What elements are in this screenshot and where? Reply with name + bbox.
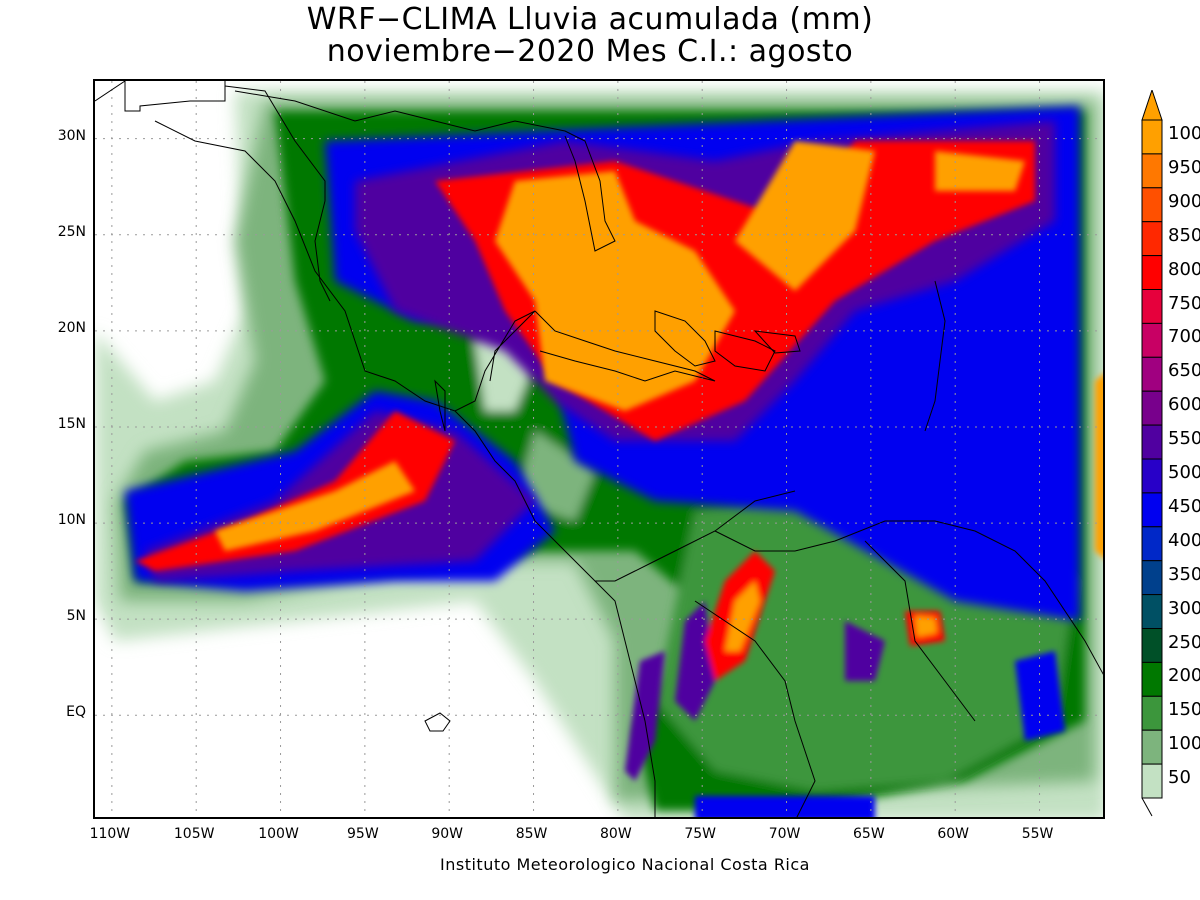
map-plot-area <box>93 79 1105 819</box>
colorbar-swatch-150 <box>1141 695 1163 731</box>
colorbar <box>1141 90 1163 817</box>
colorbar-label: 750 <box>1168 292 1200 314</box>
colorbar-label: 600 <box>1168 394 1200 416</box>
colorbar-label: 800 <box>1168 258 1200 280</box>
colorbar-swatch-1000 <box>1141 119 1163 155</box>
colorbar-label: 1000 <box>1168 123 1200 144</box>
lat-tick-label: 30N <box>57 127 86 144</box>
lon-tick-label: 85W <box>515 826 548 842</box>
colorbar-label: 100 <box>1168 733 1200 755</box>
colorbar-swatch-600 <box>1141 390 1163 426</box>
colorbar-label: 300 <box>1168 597 1200 619</box>
lat-tick-label: 10N <box>57 512 86 529</box>
colorbar-swatch-400 <box>1141 526 1163 562</box>
lon-tick-label: 75W <box>684 826 717 842</box>
colorbar-label: 550 <box>1168 428 1200 450</box>
lat-tick-label: 25N <box>57 223 86 240</box>
lon-tick-label: 95W <box>347 826 379 842</box>
colorbar-swatch-800 <box>1141 255 1163 291</box>
lat-tick-label: 20N <box>57 319 86 336</box>
lon-tick-label: 90W <box>431 826 464 842</box>
colorbar-swatch-200 <box>1141 661 1163 697</box>
colorbar-swatch-750 <box>1141 289 1163 324</box>
lon-tick-label: 65W <box>853 826 885 842</box>
colorbar-label: 50 <box>1168 767 1191 789</box>
colorbar-label: 450 <box>1168 495 1200 517</box>
lat-tick-label: EQ <box>66 704 86 721</box>
colorbar-swatch-50 <box>1141 763 1163 799</box>
andes-rainbands <box>625 551 1065 817</box>
colorbar-label: 250 <box>1168 631 1200 653</box>
credit-text: Instituto Meteorologico Nacional Costa R… <box>440 855 810 874</box>
lon-tick-label: 55W <box>1021 826 1054 842</box>
precipitation-map <box>95 81 1103 817</box>
colorbar-label: 900 <box>1168 190 1200 212</box>
lon-tick-label: 80W <box>600 826 632 842</box>
colorbar-label: 950 <box>1168 156 1200 178</box>
lon-tick-label: 110W <box>89 826 131 842</box>
map-subtitle: noviembre−2020 Mes C.I.: agosto <box>326 34 854 69</box>
lon-tick-label: 105W <box>173 826 215 842</box>
colorbar-swatch-550 <box>1141 424 1163 460</box>
colorbar-swatch-250 <box>1141 628 1163 663</box>
colorbar-swatch-350 <box>1141 560 1163 596</box>
colorbar-underflow-tail <box>1141 797 1153 817</box>
colorbar-swatch-650 <box>1141 356 1163 392</box>
colorbar-label: 700 <box>1168 326 1200 348</box>
colorbar-label: 500 <box>1168 462 1200 483</box>
lon-tick-label: 60W <box>937 826 970 842</box>
colorbar-label: 650 <box>1168 360 1200 382</box>
colorbar-overflow-arrow <box>1141 90 1163 121</box>
colorbar-swatch-950 <box>1141 153 1163 189</box>
lat-tick-label: 15N <box>57 415 86 432</box>
colorbar-label: 150 <box>1168 699 1200 721</box>
colorbar-label: 350 <box>1168 563 1200 585</box>
map-title: WRF−CLIMA Lluvia acumulada (mm) <box>306 2 874 37</box>
colorbar-label: 400 <box>1168 529 1200 551</box>
colorbar-label: 850 <box>1168 224 1200 246</box>
lon-tick-label: 100W <box>258 826 299 842</box>
colorbar-swatch-450 <box>1141 492 1163 528</box>
colorbar-swatch-900 <box>1141 187 1163 223</box>
coastlines <box>95 81 1103 817</box>
colorbar-label: 200 <box>1168 665 1200 687</box>
colorbar-swatch-300 <box>1141 594 1163 630</box>
colorbar-swatch-500 <box>1141 458 1163 494</box>
precip-1000-layer <box>215 141 1103 558</box>
lon-tick-label: 70W <box>768 826 801 842</box>
colorbar-swatch-700 <box>1141 322 1163 358</box>
colorbar-swatch-100 <box>1141 729 1163 765</box>
colorbar-swatch-850 <box>1141 221 1163 257</box>
lat-tick-label: 5N <box>66 608 86 625</box>
graticule <box>95 81 1103 817</box>
